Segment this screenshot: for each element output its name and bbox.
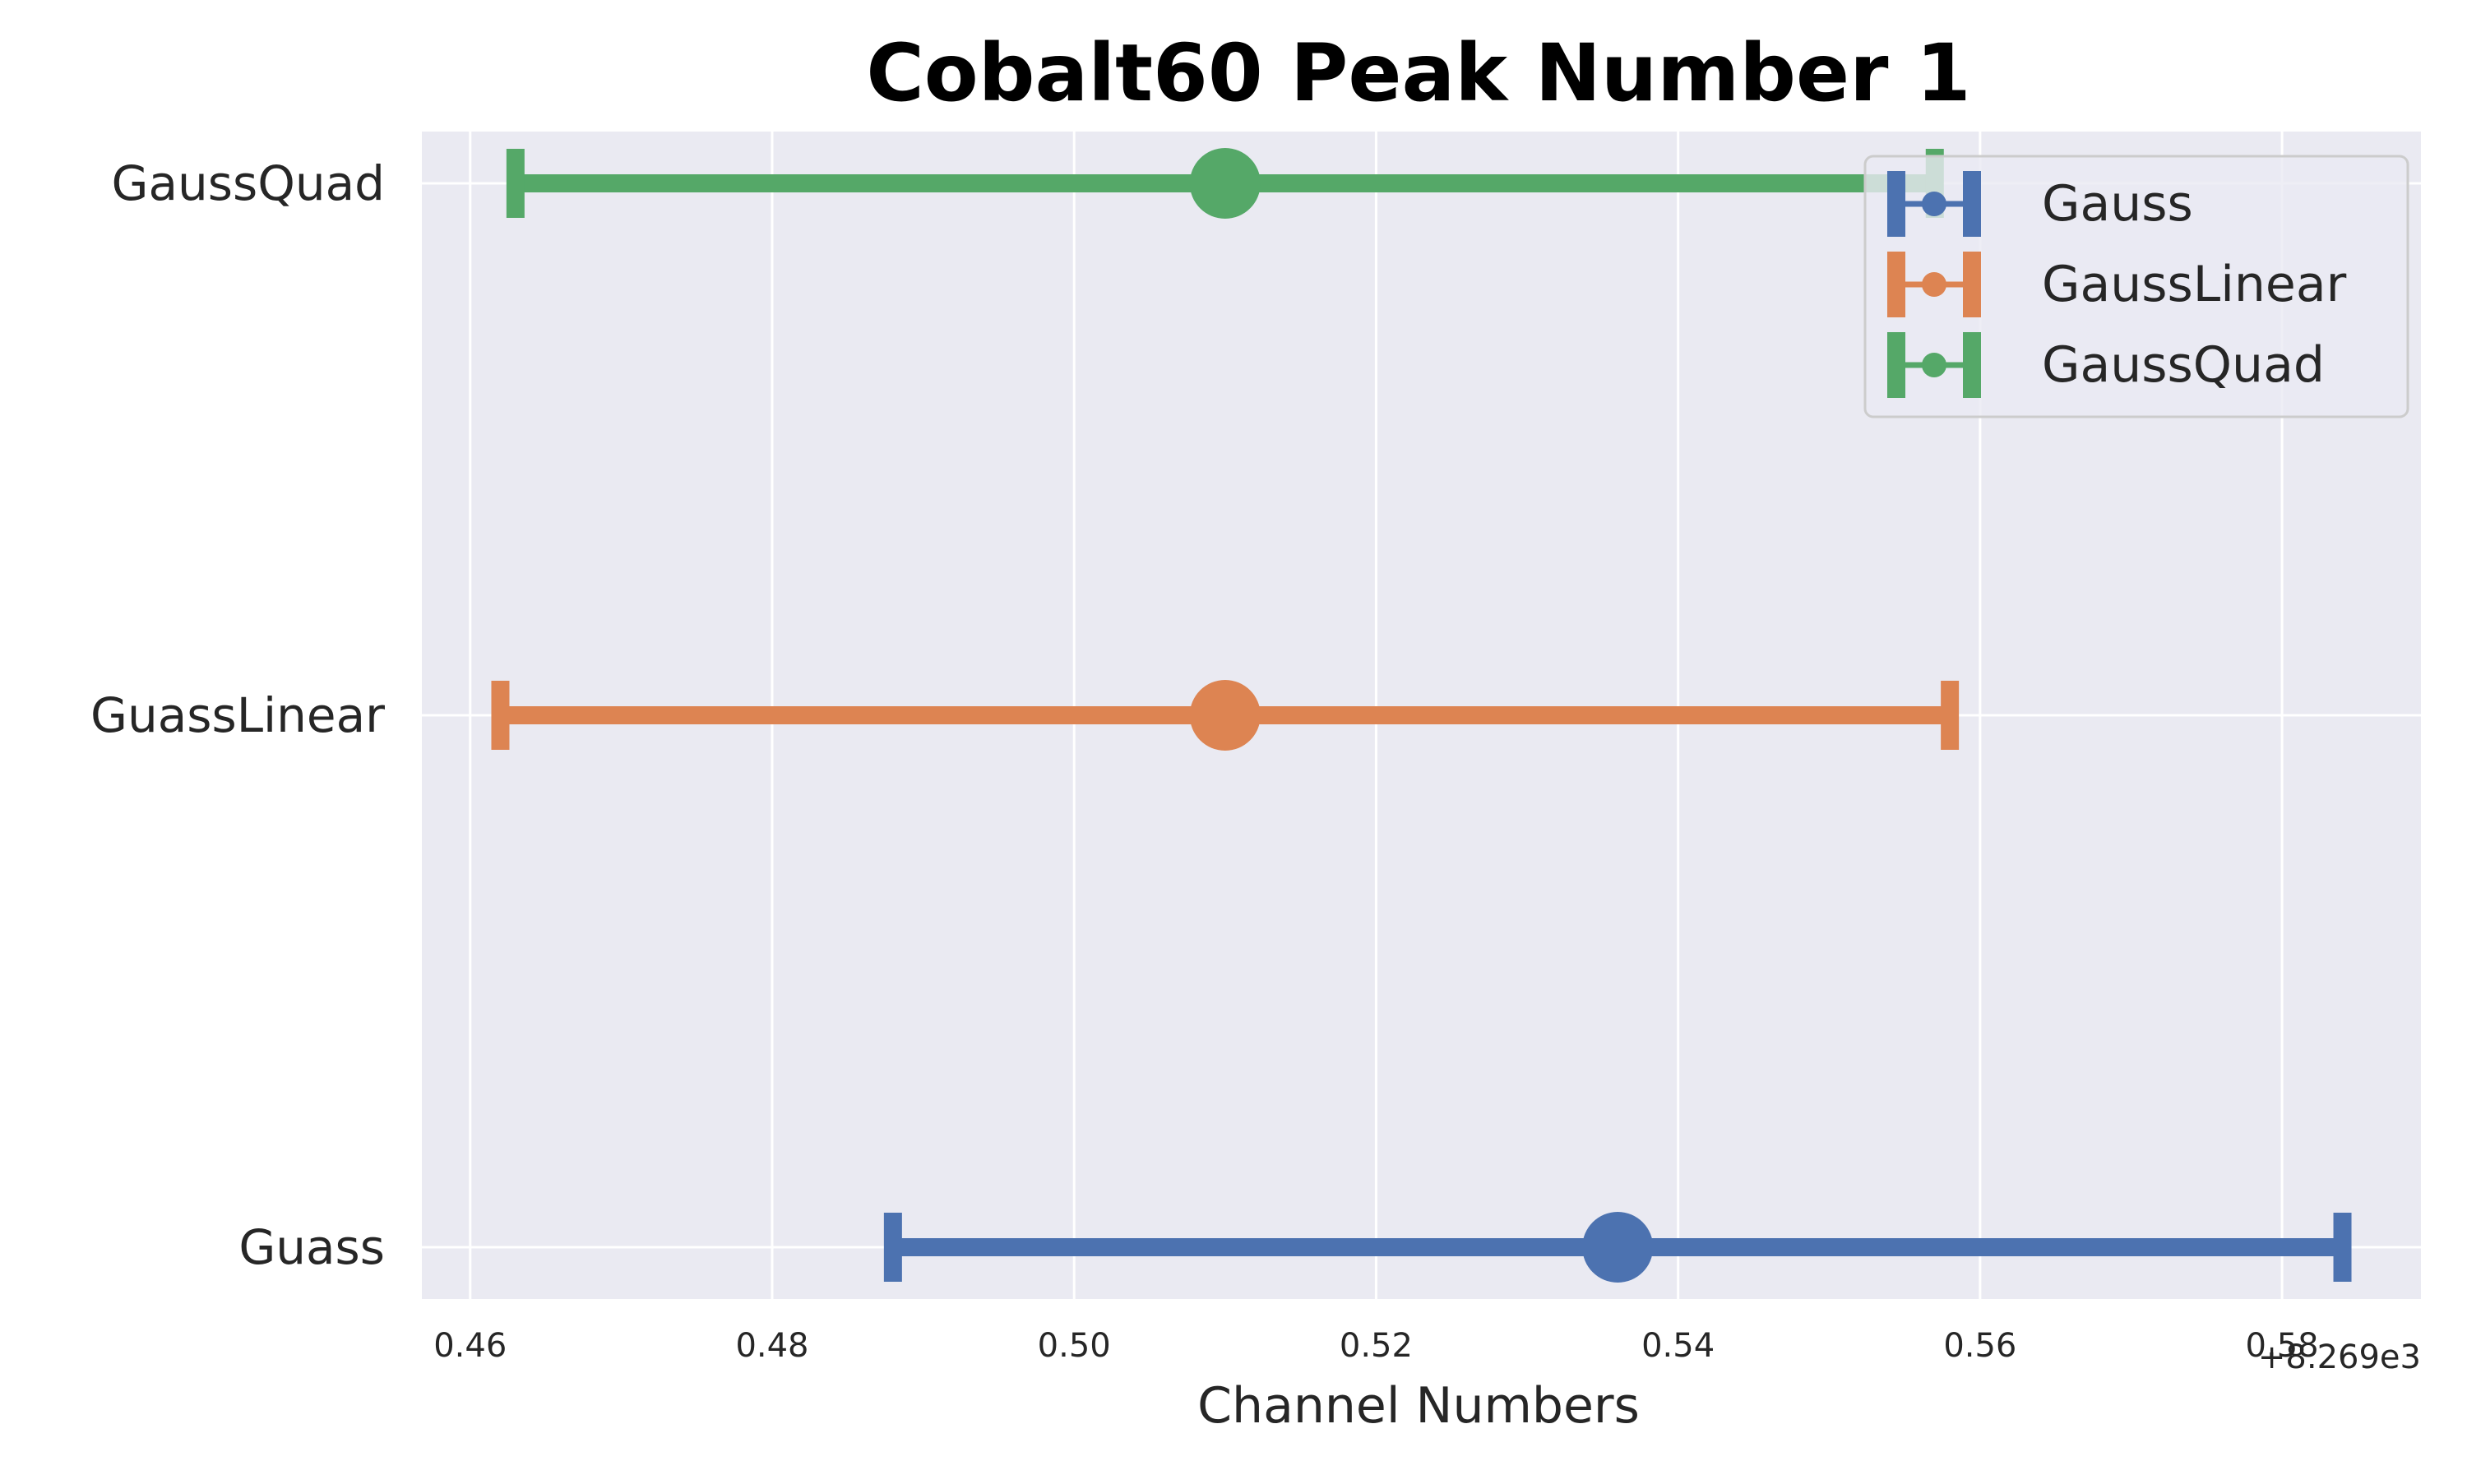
series-gauss	[883, 1212, 2352, 1283]
legend: Gauss GaussLinear GaussQuad	[1863, 155, 2409, 418]
tick-labels: 0.46 0.48 0.50 0.52 0.54 0.56 0.58 Guass GuassLi…	[90, 155, 2319, 1365]
x-tick-label: 0.48	[735, 1327, 808, 1365]
x-tick-label: 0.56	[1943, 1327, 2016, 1365]
legend-label: GaussLinear	[2042, 256, 2347, 313]
x-tick-label: 0.50	[1038, 1327, 1111, 1365]
legend-swatch-marker	[1922, 192, 1946, 216]
y-tick-label: GaussQuad	[112, 155, 385, 211]
data-point	[1189, 680, 1261, 751]
legend-label: GaussQuad	[2042, 336, 2325, 394]
legend-swatch-marker	[1922, 353, 1946, 377]
x-axis-offset-label: +8.269e3	[2258, 1338, 2421, 1376]
data-point	[1189, 148, 1261, 219]
x-axis-label: Channel Numbers	[1197, 1377, 1640, 1435]
x-tick-label: 0.46	[433, 1327, 507, 1365]
y-tick-label: GuassLinear	[90, 687, 385, 743]
series-gausslinear	[491, 680, 1960, 751]
legend-swatch-marker	[1922, 272, 1946, 297]
x-tick-label: 0.52	[1340, 1327, 1413, 1365]
y-tick-label: Guass	[238, 1219, 385, 1275]
legend-item: GaussLinear	[1887, 252, 2347, 317]
legend-box	[1863, 155, 2409, 418]
legend-label: Gauss	[2042, 175, 2193, 233]
legend-item: GaussQuad	[1887, 332, 2325, 398]
x-tick-label: 0.58	[2246, 1327, 2319, 1365]
x-tick-label: 0.54	[1641, 1327, 1715, 1365]
data-point	[1582, 1212, 1654, 1283]
chart-title: Cobalt60 Peak Number 1	[866, 27, 1970, 119]
legend-item: Gauss	[1887, 171, 2193, 237]
